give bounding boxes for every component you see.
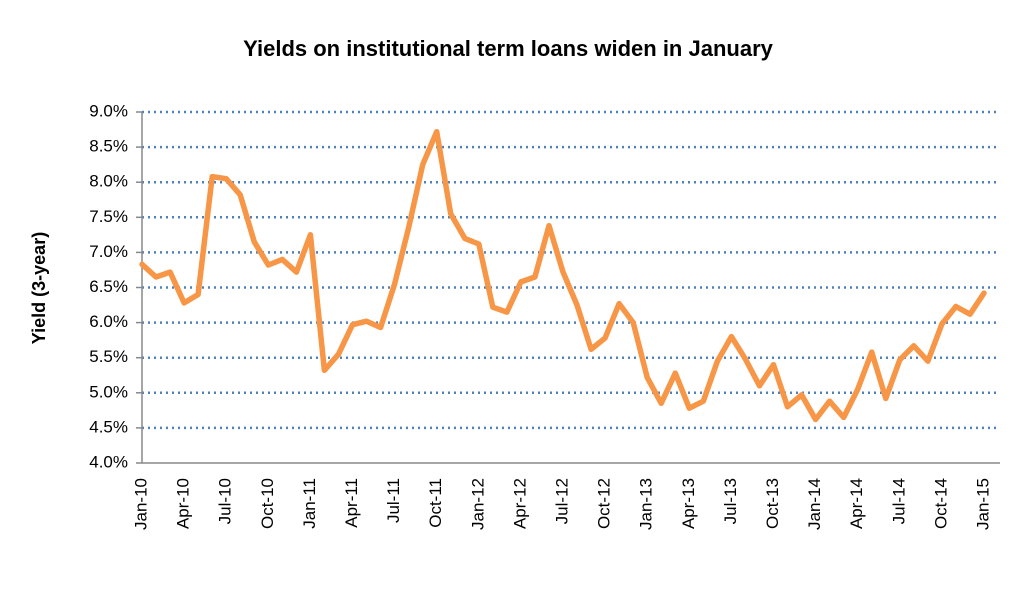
x-tick-label: Jan-14 xyxy=(805,478,824,530)
x-tick-label: Apr-11 xyxy=(342,478,361,528)
x-tick-label: Apr-14 xyxy=(847,478,866,529)
x-tick-label: Jan-13 xyxy=(637,478,656,530)
x-tick-label: Jan-12 xyxy=(468,478,487,530)
chart-title: Yields on institutional term loans widen… xyxy=(243,36,773,61)
y-tick-label: 6.0% xyxy=(89,312,128,331)
x-tick-label: Apr-12 xyxy=(510,478,529,529)
x-tick-label: Apr-13 xyxy=(679,478,698,529)
x-tick-label: Oct-13 xyxy=(763,478,782,529)
y-tick-label: 7.5% xyxy=(89,207,128,226)
y-tick-label: 5.0% xyxy=(89,382,128,401)
x-tick-label: Jul-11 xyxy=(384,478,403,523)
x-tick-label: Jan-11 xyxy=(300,478,319,529)
data-line xyxy=(139,128,987,423)
y-tick-label: 4.5% xyxy=(89,417,128,436)
x-tick-label: Oct-10 xyxy=(258,478,277,529)
x-tick-label: Oct-12 xyxy=(595,478,614,529)
y-tick-label: 8.5% xyxy=(89,137,128,156)
x-tick-label: Jan-15 xyxy=(973,478,992,530)
y-tick-label: 5.5% xyxy=(89,347,128,366)
y-tick-label: 7.0% xyxy=(89,242,128,261)
y-tick-label: 9.0% xyxy=(89,101,128,120)
y-tick-label: 8.0% xyxy=(89,172,128,191)
y-tick-label: 4.0% xyxy=(89,452,128,471)
x-tick-label: Jul-13 xyxy=(721,478,740,524)
y-tick-label: 6.5% xyxy=(89,277,128,296)
x-tick-label: Jul-10 xyxy=(216,478,235,524)
y-axis-label: Yield (3-year) xyxy=(29,232,49,344)
x-tick-label: Jan-10 xyxy=(131,478,150,530)
x-tick-label: Oct-11 xyxy=(426,478,445,528)
x-tick-label: Oct-14 xyxy=(931,478,950,529)
x-tick-label: Jul-12 xyxy=(552,478,571,524)
x-tick-label: Apr-10 xyxy=(174,478,193,529)
x-tick-label: Jul-14 xyxy=(889,478,908,524)
